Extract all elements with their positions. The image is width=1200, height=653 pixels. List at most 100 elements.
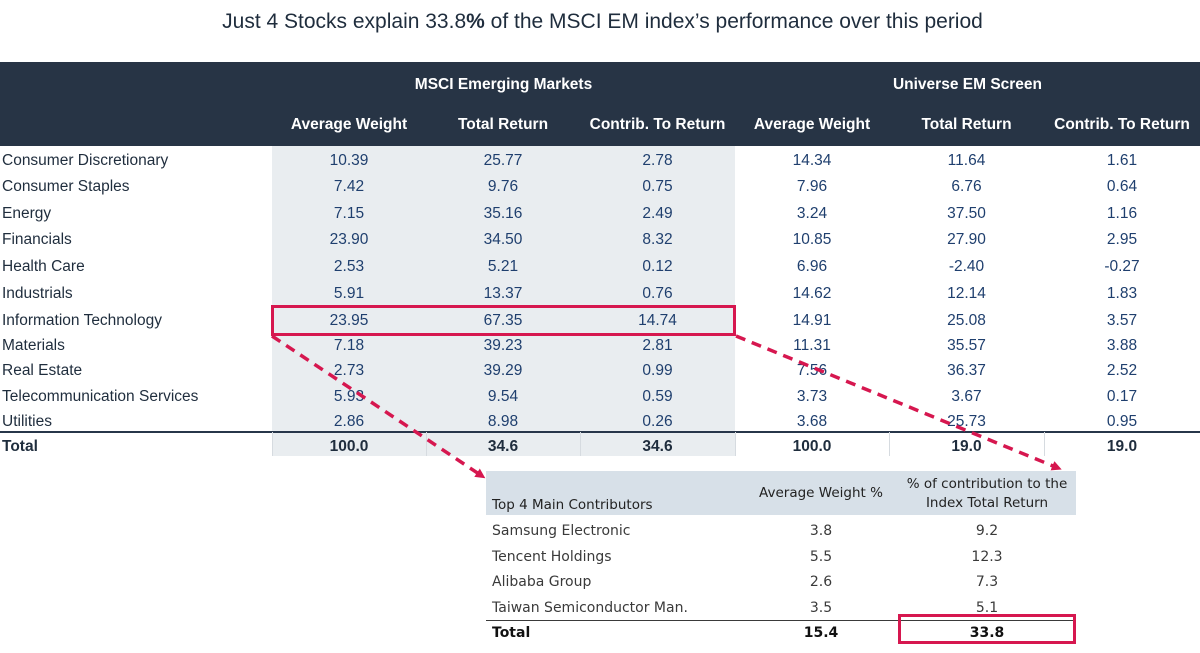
table-row: Financials 23.90 34.50 8.32 10.85 27.90 2.95 xyxy=(0,227,1200,253)
total-column-separator xyxy=(426,432,427,456)
arrow-left xyxy=(271,334,486,479)
value-cell: 100.0 xyxy=(792,438,832,455)
it-highlight-box xyxy=(271,305,736,336)
value-cell: 2.53 xyxy=(333,258,365,275)
value-cell: 19.0 xyxy=(1106,438,1138,455)
sector-label: Information Technology xyxy=(2,312,162,329)
sector-label: Consumer Discretionary xyxy=(2,152,169,169)
contributor-name: Alibaba Group xyxy=(492,574,592,590)
contributors-header: Top 4 Main Contributors Average Weight %… xyxy=(486,471,1076,515)
value-cell: 5.21 xyxy=(487,258,519,275)
value-cell: 7.42 xyxy=(333,178,365,195)
total-contribution-highlight-box xyxy=(898,614,1076,644)
contributor-weight: 5.5 xyxy=(809,548,833,565)
contributors-col-contribution: % of contribution to the Index Total Ret… xyxy=(906,476,1068,511)
value-cell: 35.16 xyxy=(483,205,523,222)
value-cell: 3.73 xyxy=(796,388,828,405)
column-header: Total Return xyxy=(921,116,1012,133)
total-column-separator xyxy=(735,432,736,456)
value-cell: 0.17 xyxy=(1106,388,1138,405)
value-cell: 100.0 xyxy=(329,438,369,455)
table-row: Telecommunication Services 5.93 9.54 0.59 3.… xyxy=(0,384,1200,410)
value-cell: 2.78 xyxy=(642,152,673,169)
total-column-separator xyxy=(1044,432,1045,456)
contributor-weight: 3.5 xyxy=(809,599,833,616)
page-title: Just 4 Stocks explain 33.8% of the MSCI … xyxy=(0,10,1200,34)
value-cell: 3.67 xyxy=(951,388,982,405)
contributors-col-name: Top 4 Main Contributors xyxy=(492,497,653,513)
table-row: Industrials 5.91 13.37 0.76 14.62 12.14 1.83 xyxy=(0,281,1200,307)
total-column-separator xyxy=(272,432,273,456)
table-row: Utilities 2.86 8.98 0.26 3.68 25.73 0.95 xyxy=(0,409,1200,435)
value-cell: 7.96 xyxy=(796,178,828,195)
sector-label: Telecommunication Services xyxy=(2,388,199,405)
value-cell: 2.86 xyxy=(333,413,365,430)
value-cell: 7.18 xyxy=(333,337,365,354)
value-cell: 12.14 xyxy=(947,285,986,302)
value-cell: 6.76 xyxy=(951,178,982,195)
contributor-row: Taiwan Semiconductor Man. 3.5 5.1 xyxy=(486,596,1076,621)
contributor-row: Samsung Electronic 3.8 9.2 xyxy=(486,519,1076,544)
table-row: Information Technology 23.95 67.35 14.74 14.… xyxy=(0,308,1200,334)
table-row: Real Estate 2.73 39.29 0.99 7.56 36.37 2.52 xyxy=(0,358,1200,384)
value-cell: 34.50 xyxy=(483,231,523,248)
value-cell: 2.81 xyxy=(642,337,673,354)
arrow-right xyxy=(735,334,1062,471)
total-row: Total 100.0 34.6 34.6 100.0 19.0 19.0 xyxy=(0,434,1200,460)
contributor-contribution: 12.3 xyxy=(971,548,1003,565)
value-cell: 14.34 xyxy=(792,152,832,169)
value-cell: 14.91 xyxy=(792,312,832,329)
value-cell: 3.88 xyxy=(1106,337,1138,354)
column-header: Total Return xyxy=(457,116,549,133)
value-cell: 2.73 xyxy=(333,362,365,379)
value-cell: 10.85 xyxy=(792,231,832,248)
value-cell: 0.76 xyxy=(642,285,673,302)
column-header: Contrib. To Return xyxy=(1054,116,1190,133)
sector-label: Financials xyxy=(2,231,72,248)
value-cell: 0.64 xyxy=(1106,178,1138,195)
value-cell: 2.95 xyxy=(1106,231,1138,248)
contributor-row: Tencent Holdings 5.5 12.3 xyxy=(486,545,1076,570)
value-cell: 34.6 xyxy=(642,438,673,455)
title-percent: % xyxy=(466,10,485,33)
column-header: Contrib. To Return xyxy=(589,116,726,133)
value-cell: 1.61 xyxy=(1106,152,1138,169)
value-cell: 36.37 xyxy=(947,362,986,379)
value-cell: 34.6 xyxy=(487,438,519,455)
value-cell: 8.98 xyxy=(487,413,519,430)
value-cell: 10.39 xyxy=(329,152,369,169)
value-cell: 2.49 xyxy=(642,205,673,222)
value-cell: 23.95 xyxy=(329,312,369,329)
value-cell: 67.35 xyxy=(483,312,523,329)
value-cell: 0.99 xyxy=(642,362,673,379)
value-cell: 7.56 xyxy=(796,362,828,379)
value-cell: 0.75 xyxy=(642,178,673,195)
contributor-name: Samsung Electronic xyxy=(492,523,631,539)
value-cell: 14.62 xyxy=(792,285,832,302)
contributor-weight: 3.8 xyxy=(809,523,833,539)
table-row: Health Care 2.53 5.21 0.12 6.96 -2.40 -0.27 xyxy=(0,254,1200,280)
contributor-contribution: 9.2 xyxy=(975,523,999,539)
contributor-name: Taiwan Semiconductor Man. xyxy=(492,599,688,616)
value-cell: 0.59 xyxy=(642,388,673,405)
table-row: Consumer Discretionary 10.39 25.77 2.78 14.3… xyxy=(0,148,1200,174)
contributors-total-divider xyxy=(486,620,1076,621)
table-header: MSCI Emerging Markets Universe EM Screen… xyxy=(0,62,1200,146)
group-header-universe: Universe EM Screen xyxy=(892,76,1043,93)
sector-label: Energy xyxy=(2,205,52,222)
value-cell: 8.32 xyxy=(642,231,673,248)
total-divider xyxy=(0,431,1200,433)
value-cell: 11.31 xyxy=(793,337,831,354)
column-header: Average Weight xyxy=(290,116,408,133)
value-cell: 11.64 xyxy=(947,152,986,169)
value-cell: 0.95 xyxy=(1106,413,1138,430)
column-header: Average Weight xyxy=(753,116,871,133)
sector-label: Consumer Staples xyxy=(2,178,130,195)
title-text-end: of the MSCI EM index’s performance over … xyxy=(484,10,983,33)
value-cell: 1.16 xyxy=(1106,205,1138,222)
sector-label: Real Estate xyxy=(2,362,83,379)
value-cell: 9.54 xyxy=(487,388,519,405)
contributors-total-weight: 15.4 xyxy=(803,625,839,641)
contributor-row: Alibaba Group 2.6 7.3 xyxy=(486,570,1076,595)
